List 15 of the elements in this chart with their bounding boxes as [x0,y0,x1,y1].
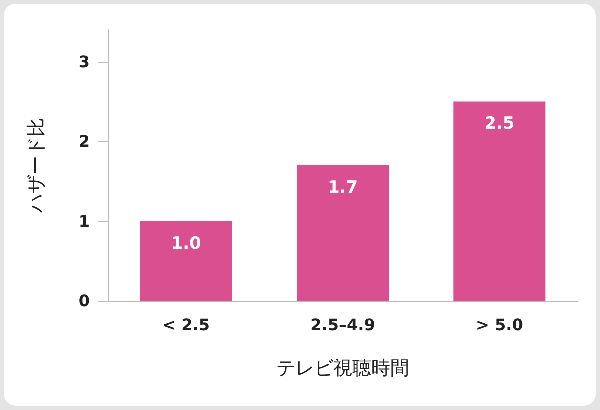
data-label: 2.5 [484,114,515,134]
y-axis-title: ハザード比 [26,118,48,214]
bar [297,166,389,301]
bar [454,102,546,301]
x-tick-label: 2.5–4.9 [310,316,376,334]
y-tick-label: 2 [78,132,90,152]
x-axis-title: テレビ視聴時間 [276,358,410,380]
data-label: 1.0 [171,234,202,254]
y-tick-label: 1 [78,212,90,231]
data-label: 1.7 [328,178,358,198]
x-tick-label: < 2.5 [162,316,210,334]
x-tick-label: > 5.0 [476,316,524,334]
bar [140,221,232,301]
y-tick-label: 3 [78,52,90,72]
y-tick-label: 0 [78,292,90,310]
